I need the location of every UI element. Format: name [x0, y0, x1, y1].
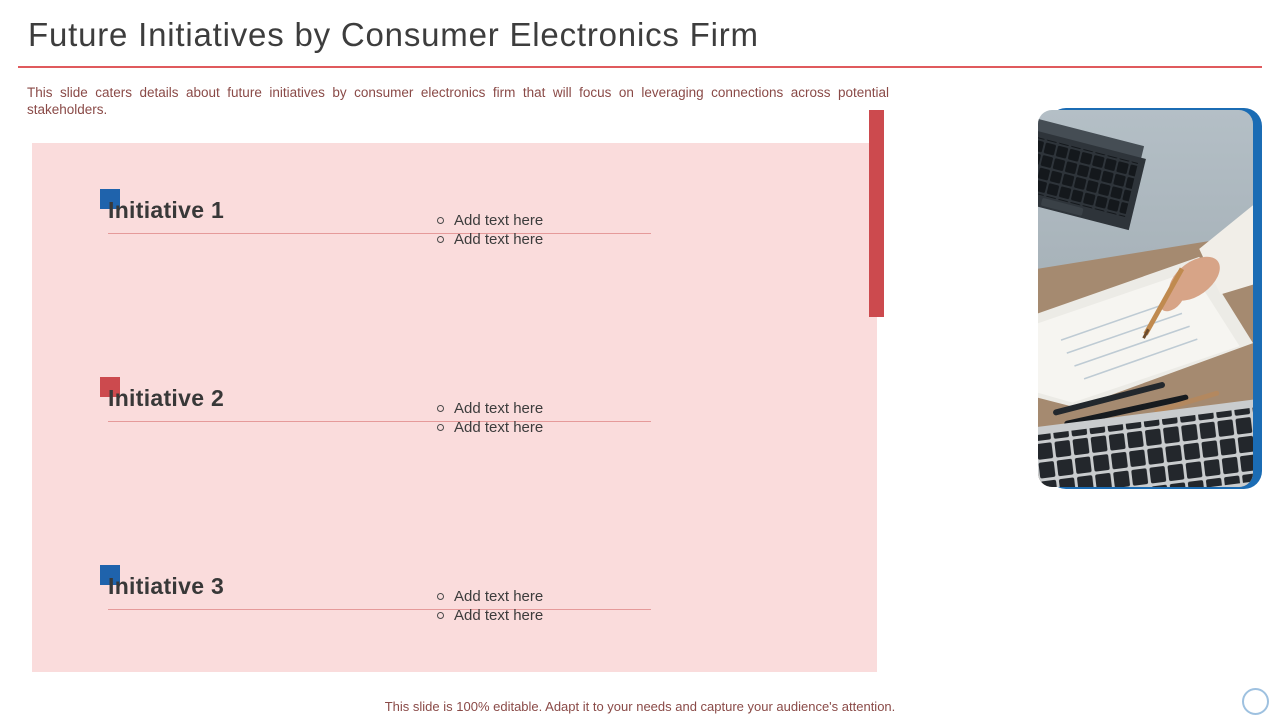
initiative-underline — [108, 421, 651, 422]
initiative-block-3: Initiative 3 Add text here Add text here — [100, 565, 760, 675]
bullet-text: Add text here — [454, 212, 544, 229]
bullet-circle-icon — [437, 612, 444, 619]
bullet-text: Add text here — [454, 231, 544, 248]
laptop-writing-illustration — [1038, 110, 1253, 487]
bullet-circle-icon — [437, 405, 444, 412]
bullet-list: Add text here Add text here — [437, 399, 543, 437]
initiative-underline — [108, 609, 651, 610]
initiative-block-2: Initiative 2 Add text here Add text here — [100, 377, 760, 487]
bullet-text: Add text here — [454, 588, 544, 605]
bullet-circle-icon — [437, 424, 444, 431]
bullet-list: Add text here Add text here — [437, 211, 543, 249]
laptop-writing-photo — [1038, 110, 1253, 487]
bullet-item: Add text here — [437, 418, 543, 437]
slide-footer: This slide is 100% editable. Adapt it to… — [384, 699, 896, 714]
initiative-block-1: Initiative 1 Add text here Add text here — [100, 189, 760, 299]
title-divider — [18, 66, 1262, 68]
slide-subtitle: This slide caters details about future i… — [27, 85, 889, 117]
initiatives-panel: Initiative 1 Add text here Add text here… — [32, 143, 877, 672]
bullet-circle-icon — [437, 593, 444, 600]
bullet-circle-icon — [437, 236, 444, 243]
bullet-item: Add text here — [437, 606, 543, 625]
initiative-underline — [108, 233, 651, 234]
bullet-circle-icon — [437, 217, 444, 224]
bullet-item: Add text here — [437, 230, 543, 249]
page-title: Future Initiatives by Consumer Electroni… — [28, 16, 759, 53]
initiative-title: Initiative 2 — [108, 385, 225, 411]
initiative-title: Initiative 1 — [108, 197, 225, 223]
bullet-list: Add text here Add text here — [437, 587, 543, 625]
initiative-marker — [100, 189, 120, 209]
bullet-text: Add text here — [454, 400, 544, 417]
bullet-text: Add text here — [454, 607, 544, 624]
bullet-item: Add text here — [437, 211, 543, 230]
initiative-title: Initiative 3 — [108, 573, 225, 599]
initiative-marker — [100, 377, 120, 397]
bullet-text: Add text here — [454, 419, 544, 436]
accent-bar — [869, 110, 884, 317]
corner-circle-decoration — [1242, 688, 1269, 715]
initiative-marker — [100, 565, 120, 585]
bullet-item: Add text here — [437, 399, 543, 418]
bullet-item: Add text here — [437, 587, 543, 606]
